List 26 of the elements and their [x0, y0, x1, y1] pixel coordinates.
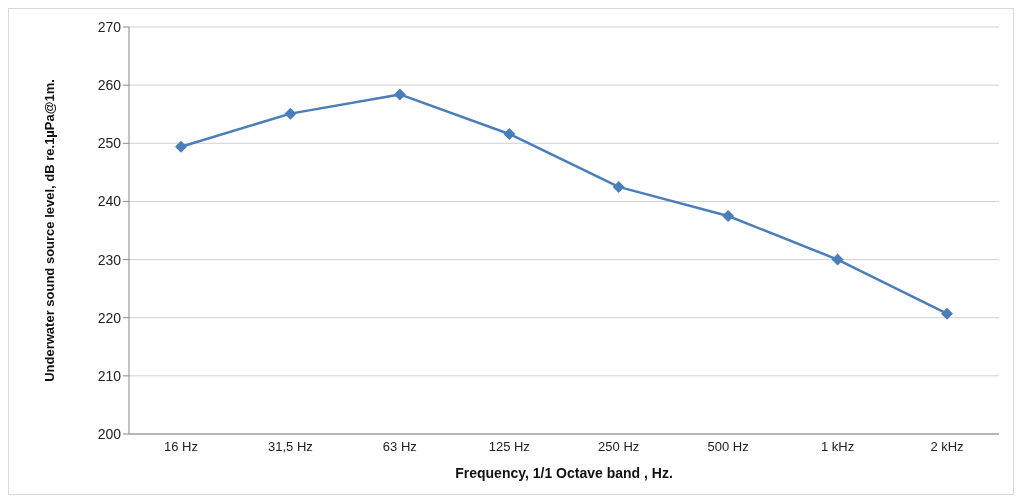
y-tick-label: 230 [97, 251, 122, 268]
x-tick-label: 1 kHz [820, 439, 855, 455]
point [941, 307, 953, 320]
y-tick-label: 200 [97, 425, 122, 442]
x-tick-label: 31,5 Hz [268, 439, 313, 455]
y-tick-label: 240 [97, 193, 122, 210]
point [722, 209, 735, 222]
x-tick-label: 250 Hz [598, 439, 640, 455]
point [612, 180, 625, 193]
x-tick-label: 16 Hz [164, 439, 198, 455]
y-tick-label: 260 [97, 77, 122, 94]
x-axis-title: Frequency, 1/1 Octave band , Hz. [455, 465, 673, 481]
x-tick-label: 2 kHz [930, 439, 964, 455]
y-tick-label: 220 [97, 309, 122, 326]
x-tick-label: 500 Hz [707, 439, 749, 455]
point [831, 253, 844, 266]
point [393, 88, 406, 101]
x-tick-label: 125 Hz [488, 439, 530, 455]
y-tick-label: 250 [97, 135, 122, 152]
y-tick-label: 210 [97, 367, 122, 384]
point [284, 107, 297, 120]
x-tick-label: 63 Hz [382, 439, 417, 455]
point [175, 140, 187, 153]
y-tick-label: 270 [97, 18, 122, 35]
y-axis-title: Underwater sound source level, dB re.1µPa@1m. [41, 79, 57, 382]
point [503, 127, 516, 140]
